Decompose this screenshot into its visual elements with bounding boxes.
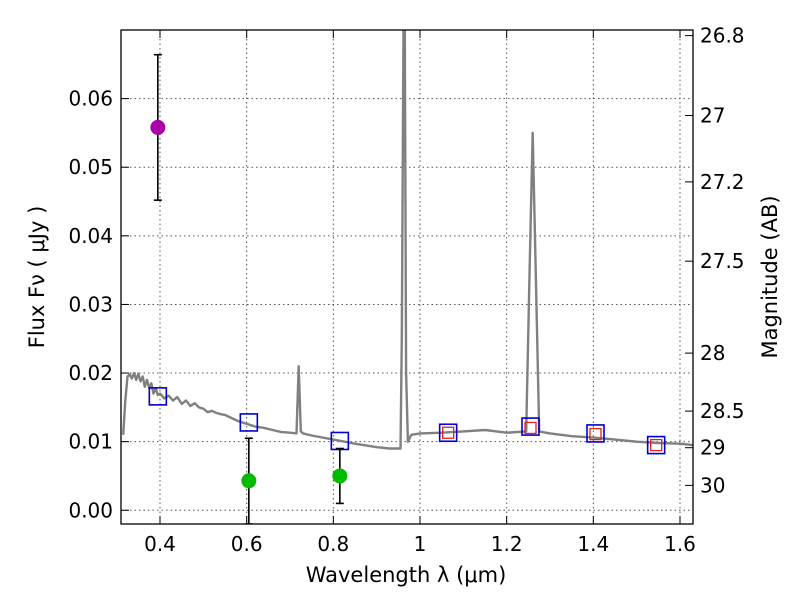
y-axis-label: Flux Fν ( μJy ) xyxy=(25,206,49,349)
y-tick-label: 0.05 xyxy=(68,155,113,179)
detection-point xyxy=(241,473,257,489)
mag-tick-label: 28.5 xyxy=(700,399,745,423)
y-tick-label: 0.03 xyxy=(68,292,113,316)
detection-point xyxy=(150,119,166,135)
mag-tick-label: 27 xyxy=(700,103,725,127)
plot-frame xyxy=(120,29,694,525)
x-tick-label: 0.4 xyxy=(144,532,176,556)
x-tick-label: 1 xyxy=(414,532,427,556)
model-band-marker xyxy=(148,387,168,406)
y-tick-label: 0.06 xyxy=(68,87,113,111)
mag-tick-label: 27.5 xyxy=(700,249,745,273)
y-tick-label: 0.04 xyxy=(68,224,113,248)
mag-tick-label: 29 xyxy=(700,436,725,460)
y2-axis-label: Magnitude (AB) xyxy=(758,195,782,358)
model-band-marker xyxy=(646,435,666,455)
tick-labels: 0.4 0.6 0.8 1 1.2 1.4 1.6 0.00 0.01 0.02 0.03 0.04 0… xyxy=(68,24,744,556)
model-band-marker xyxy=(438,423,458,443)
axis-ticks xyxy=(121,30,693,524)
grid-lines xyxy=(121,30,693,524)
x-tick-label: 0.8 xyxy=(317,532,349,556)
spectrum-line xyxy=(122,30,693,450)
observed-flux-marker xyxy=(524,421,537,435)
x-tick-label: 1.2 xyxy=(491,532,523,556)
chart-series xyxy=(122,30,693,524)
x-tick-label: 1.4 xyxy=(577,532,609,556)
plot-area xyxy=(122,30,693,524)
mag-tick-label: 27.2 xyxy=(700,170,745,194)
x-axis-label: Wavelength λ (μm) xyxy=(306,563,507,587)
model-band-marker xyxy=(239,413,259,432)
mag-tick-label: 26.8 xyxy=(700,24,745,48)
detection-point xyxy=(332,468,348,484)
y-tick-label: 0.02 xyxy=(68,361,113,385)
x-tick-label: 0.6 xyxy=(231,532,263,556)
model-band-marker xyxy=(586,424,605,443)
model-band-marker xyxy=(521,417,540,436)
observed-flux-marker xyxy=(650,438,663,452)
observed-flux-marker xyxy=(442,426,455,439)
observed-flux-marker xyxy=(589,427,602,441)
x-tick-label: 1.6 xyxy=(664,532,696,556)
y-tick-label: 0.01 xyxy=(68,430,113,454)
mag-tick-label: 30 xyxy=(700,473,725,497)
mag-tick-label: 28 xyxy=(700,341,725,365)
y-tick-label: 0.00 xyxy=(68,498,113,522)
